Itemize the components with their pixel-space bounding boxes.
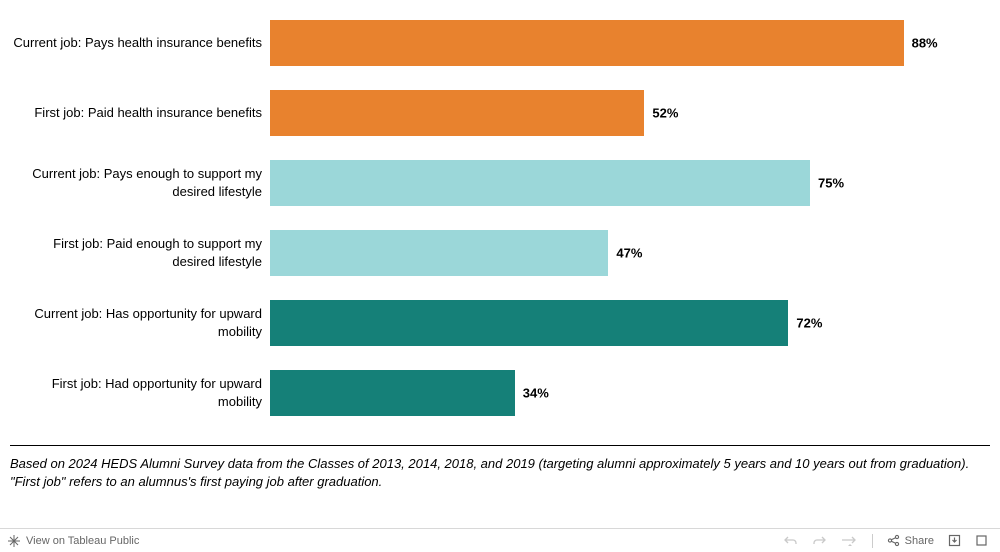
bar-row: Current job: Pays enough to support my d… (10, 152, 990, 214)
fullscreen-icon[interactable] (975, 534, 988, 547)
bar-track: 75% (270, 160, 990, 206)
bar-row: First job: Paid enough to support my des… (10, 222, 990, 284)
bar-track: 72% (270, 300, 990, 346)
bar-value: 34% (515, 386, 549, 401)
bar-fill[interactable] (270, 300, 788, 346)
bar-value: 52% (644, 106, 678, 121)
bar-label: Current job: Has opportunity for upward … (10, 305, 270, 340)
footnote-text: Based on 2024 HEDS Alumni Survey data fr… (10, 455, 985, 490)
share-button[interactable]: Share (887, 534, 934, 547)
bar-row: First job: Had opportunity for upward mo… (10, 362, 990, 424)
bar-label: Current job: Pays health insurance benef… (10, 34, 270, 52)
bar-label: First job: Had opportunity for upward mo… (10, 375, 270, 410)
tableau-toolbar: View on Tableau Public Share (0, 528, 1000, 552)
bar-label: First job: Paid enough to support my des… (10, 235, 270, 270)
bar-value: 88% (904, 36, 938, 51)
reset-icon[interactable] (840, 534, 858, 548)
bar-chart: Current job: Pays health insurance benef… (10, 12, 990, 432)
bar-value: 72% (788, 316, 822, 331)
bar-track: 52% (270, 90, 990, 136)
bar-row: Current job: Has opportunity for upward … (10, 292, 990, 354)
tableau-logo-icon (8, 535, 20, 547)
view-on-tableau-public-link[interactable]: View on Tableau Public (0, 535, 139, 547)
divider (10, 445, 990, 446)
undo-icon[interactable] (784, 534, 798, 548)
toolbar-separator (872, 534, 873, 548)
bar-track: 47% (270, 230, 990, 276)
bar-track: 34% (270, 370, 990, 416)
view-on-tableau-public-label: View on Tableau Public (26, 535, 139, 547)
bar-fill[interactable] (270, 370, 515, 416)
bar-row: Current job: Pays health insurance benef… (10, 12, 990, 74)
download-icon[interactable] (948, 534, 961, 547)
bar-label: First job: Paid health insurance benefit… (10, 104, 270, 122)
bar-label: Current job: Pays enough to support my d… (10, 165, 270, 200)
bar-fill[interactable] (270, 230, 608, 276)
bar-fill[interactable] (270, 90, 644, 136)
bar-value: 47% (608, 246, 642, 261)
bar-value: 75% (810, 176, 844, 191)
bar-track: 88% (270, 20, 990, 66)
redo-icon[interactable] (812, 534, 826, 548)
bar-fill[interactable] (270, 20, 904, 66)
bar-row: First job: Paid health insurance benefit… (10, 82, 990, 144)
share-label: Share (905, 535, 934, 547)
bar-fill[interactable] (270, 160, 810, 206)
